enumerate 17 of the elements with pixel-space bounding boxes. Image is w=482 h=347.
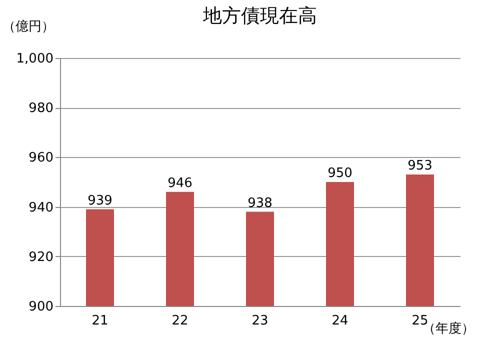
x-tick-label: 21 [92, 314, 108, 328]
x-tick-label: 24 [332, 314, 348, 328]
data-label: 938 [248, 196, 272, 211]
y-tick-label: 960 [28, 150, 54, 166]
x-tick-label: 23 [252, 314, 268, 328]
y-tick-label: 920 [28, 250, 54, 265]
data-label: 946 [168, 176, 192, 191]
chart-title: 地方債現在高 [202, 5, 317, 27]
y-tick-label: 940 [28, 200, 54, 216]
data-label: 953 [408, 158, 432, 174]
data-label: 950 [328, 166, 352, 181]
y-axis-title: （億円） [2, 20, 54, 34]
y-tick-label: 980 [28, 101, 54, 116]
y-tick-label: 900 [28, 300, 54, 314]
y-tick-label: 1,000 [16, 52, 54, 66]
data-label: 939 [88, 193, 112, 208]
x-tick-label: 22 [172, 314, 188, 328]
